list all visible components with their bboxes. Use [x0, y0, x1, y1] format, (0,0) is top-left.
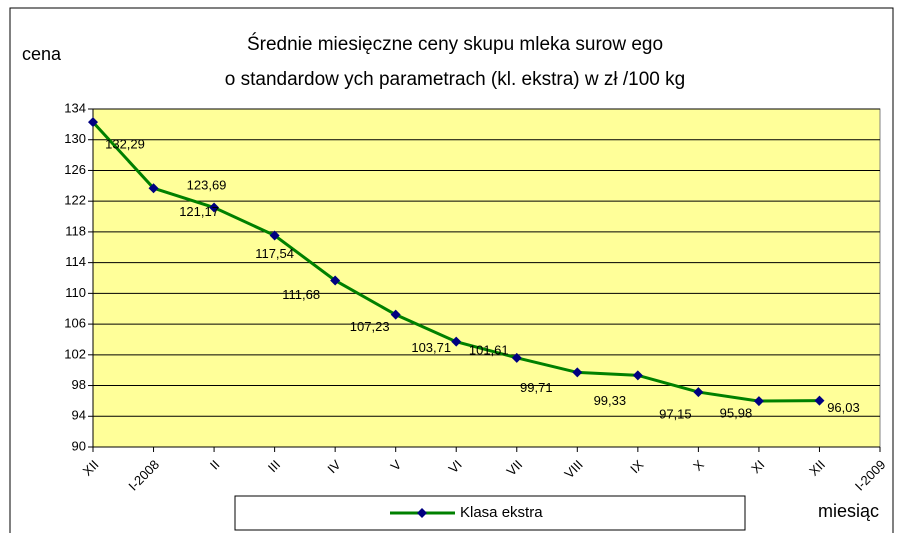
legend-marker	[417, 508, 427, 518]
y-tick-label: 118	[65, 223, 86, 238]
y-tick-label: 126	[64, 162, 86, 177]
chart-title: o standardow ych parametrach (kl. ekstra…	[225, 69, 685, 90]
x-axis-label: miesiąc	[818, 501, 879, 521]
marker	[753, 396, 764, 407]
x-tick-label: X	[690, 457, 707, 474]
y-tick-label: 110	[65, 285, 86, 300]
marker	[572, 367, 583, 378]
marker	[390, 309, 401, 320]
x-tick-label: I-2009	[852, 457, 889, 494]
data-label: 117,54	[255, 246, 294, 261]
legend-box	[234, 495, 746, 531]
marker	[632, 370, 643, 381]
marker	[511, 352, 522, 363]
x-tick-label: XII	[80, 457, 102, 479]
data-label: 111,68	[282, 287, 320, 302]
data-label: 123,69	[187, 178, 227, 193]
data-label: 103,71	[411, 340, 451, 355]
x-tick-label: III	[265, 457, 283, 475]
x-tick-label: XI	[748, 457, 767, 476]
marker	[148, 183, 159, 194]
marker	[451, 336, 462, 347]
legend-label: Klasa ekstra	[460, 504, 543, 521]
data-label: 99,33	[594, 393, 627, 408]
x-tick-label: XII	[806, 457, 828, 479]
marker	[814, 395, 825, 406]
marker	[269, 230, 280, 241]
chart-title: Średnie miesięczne ceny skupu mleka suro…	[247, 33, 663, 55]
plot-area	[92, 108, 881, 448]
x-tick-label: II	[207, 457, 223, 473]
y-tick-label: 94	[72, 408, 86, 423]
chart-frame	[9, 7, 894, 533]
data-label: 107,23	[350, 319, 390, 334]
marker	[88, 117, 98, 128]
data-label: 95,98	[720, 406, 753, 421]
x-tick-label: I-2008	[125, 457, 162, 494]
y-tick-label: 106	[64, 316, 86, 331]
y-tick-label: 122	[64, 193, 86, 208]
data-label: 96,03	[827, 400, 860, 415]
y-tick-label: 90	[72, 438, 86, 453]
x-tick-label: IV	[324, 457, 344, 477]
y-tick-label: 134	[64, 100, 86, 115]
marker	[330, 275, 341, 286]
y-tick-label: 114	[65, 254, 86, 269]
x-tick-label: VIII	[561, 457, 585, 481]
y-tick-label: 102	[64, 346, 86, 361]
y-tick-label: 98	[72, 377, 86, 392]
data-label: 121,17	[179, 204, 219, 219]
x-tick-label: VI	[445, 457, 464, 476]
y-tick-label: 130	[64, 131, 86, 146]
data-label: 97,15	[659, 407, 692, 422]
data-label: 101,61	[469, 342, 509, 357]
x-tick-label: V	[388, 457, 405, 474]
data-label: 132,29	[105, 137, 145, 152]
data-label: 99,71	[520, 380, 553, 395]
y-axis-label: cena	[22, 44, 62, 64]
marker	[693, 387, 704, 398]
x-tick-label: VII	[503, 457, 525, 479]
x-tick-label: IX	[627, 457, 647, 477]
marker	[209, 202, 220, 213]
